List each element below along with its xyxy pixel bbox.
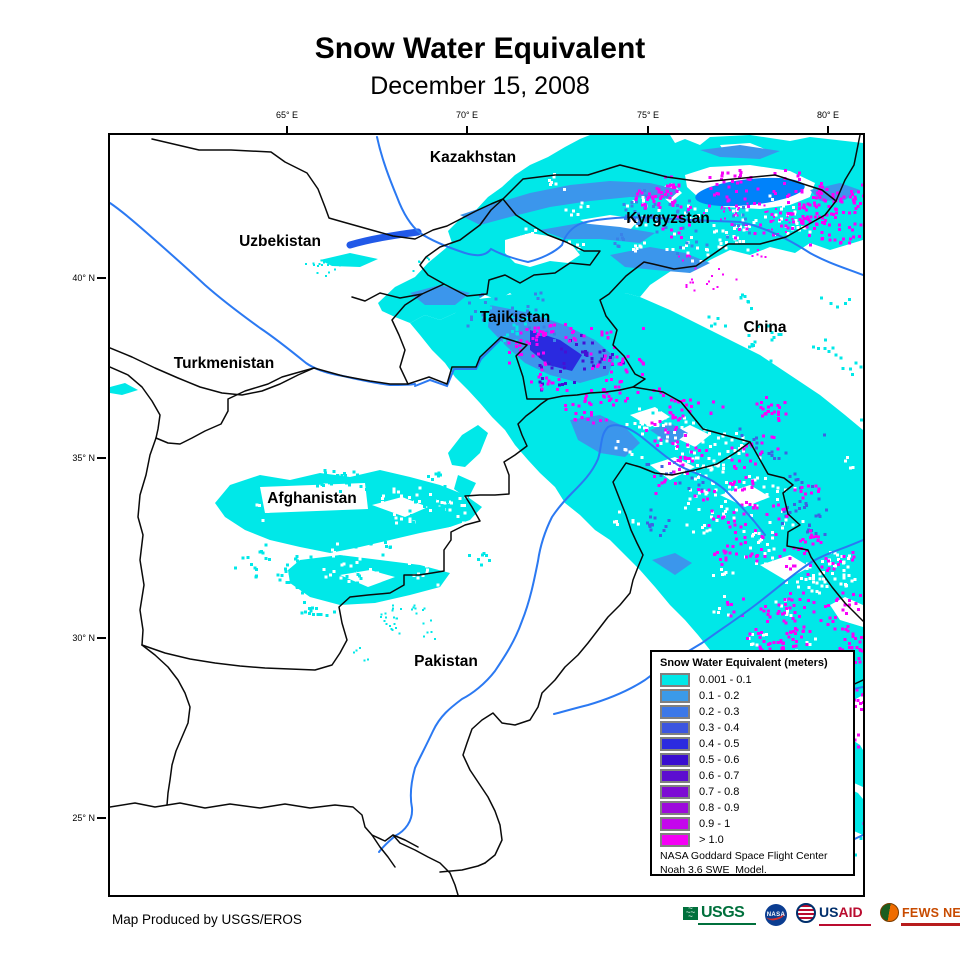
country-borders <box>110 135 863 895</box>
axis-tick <box>97 817 106 819</box>
legend-label: 0.2 - 0.3 <box>699 706 740 718</box>
country-label-kyrgyzstan: Kyrgyzstan <box>626 210 710 227</box>
river-amu-darya <box>110 202 416 387</box>
x-axis-label: 70° E <box>455 110 479 120</box>
legend-row: > 1.0 <box>660 832 845 848</box>
legend-row: 0.7 - 0.8 <box>660 784 845 800</box>
country-label-uzbekistan: Uzbekistan <box>239 233 321 250</box>
axis-tick <box>647 126 649 133</box>
x-axis-label: 65° E <box>275 110 299 120</box>
map-canvas: Kazakhstan Kyrgyzstan Uzbekistan Tajikis… <box>108 133 865 897</box>
legend-swatch <box>660 785 690 799</box>
country-label-kazakhstan: Kazakhstan <box>429 149 517 166</box>
legend-label: 0.8 - 0.9 <box>699 802 740 814</box>
legend-swatch <box>660 673 690 687</box>
axis-tick <box>97 277 106 279</box>
page-title: Snow Water Equivalent <box>314 32 646 65</box>
legend-swatch <box>660 753 690 767</box>
country-label-afghanistan: Afghanistan <box>267 490 357 507</box>
legend-label: 0.9 - 1 <box>699 818 731 830</box>
legend-row: 0.6 - 0.7 <box>660 768 845 784</box>
y-axis-label: 35° N <box>72 453 95 463</box>
usaid-tagline-bar <box>819 924 871 926</box>
legend-label: 0.1 - 0.2 <box>699 690 740 702</box>
river-indus <box>378 424 766 853</box>
legend-row: 0.2 - 0.3 <box>660 704 845 720</box>
legend-label: 0.7 - 0.8 <box>699 786 740 798</box>
y-axis-label: 25° N <box>72 813 95 823</box>
legend-label: 0.3 - 0.4 <box>699 722 740 734</box>
legend-swatch <box>660 737 690 751</box>
legend-swatch <box>660 817 690 831</box>
lake-aydar <box>346 228 422 249</box>
usaid-logo-text-us: US <box>819 904 839 920</box>
fews-net-logo-text: FEWS NET <box>902 905 960 920</box>
legend-row: 0.3 - 0.4 <box>660 720 845 736</box>
country-label-pakistan: Pakistan <box>414 653 478 670</box>
axis-tick <box>97 457 106 459</box>
legend-row: 0.5 - 0.6 <box>660 752 845 768</box>
usaid-logo-text-aid: AID <box>838 904 863 920</box>
legend-label: 0.5 - 0.6 <box>699 754 740 766</box>
agency-logos: ~~~~ USGS NASA USAID FEWS NET <box>683 903 960 926</box>
country-label-china: China <box>743 319 787 336</box>
legend-label: > 1.0 <box>699 834 724 846</box>
legend-swatch <box>660 833 690 847</box>
legend-label: 0.001 - 0.1 <box>699 674 752 686</box>
legend-label: 0.4 - 0.5 <box>699 738 740 750</box>
river-syr-darya <box>376 136 863 276</box>
country-label-tajikistan: Tajikistan <box>479 309 551 326</box>
legend-title: Snow Water Equivalent (meters) <box>660 657 828 669</box>
legend-swatch <box>660 801 690 815</box>
snow-swe-deep-layer <box>530 330 582 371</box>
usaid-seal-icon <box>796 903 816 923</box>
river-sutlej <box>553 539 863 715</box>
legend-swatch <box>660 721 690 735</box>
usgs-logo: ~ ~~ ~ USGS <box>683 904 756 925</box>
axis-tick <box>97 637 106 639</box>
legend-row: 0.4 - 0.5 <box>660 736 845 752</box>
country-label-turkmenistan: Turkmenistan <box>173 355 275 372</box>
map-legend: Snow Water Equivalent (meters) 0.001 - 0… <box>650 650 855 876</box>
fews-net-tagline-bar <box>901 923 960 926</box>
legend-row: 0.001 - 0.1 <box>660 672 845 688</box>
axis-tick <box>827 126 829 133</box>
nasa-logo-text: NASA <box>766 911 786 918</box>
legend-swatch <box>660 689 690 703</box>
x-axis-label: 80° E <box>816 110 840 120</box>
legend-source-line2: Noah 3.6 SWE Model. <box>660 864 767 876</box>
legend-label: 0.6 - 0.7 <box>699 770 740 782</box>
legend-row: 0.8 - 0.9 <box>660 800 845 816</box>
fews-net-logo: FEWS NET <box>880 903 960 926</box>
map-credit: Map Produced by USGS/EROS <box>112 912 302 927</box>
legend-row: 0.9 - 1 <box>660 816 845 832</box>
page-subtitle: December 15, 2008 <box>370 72 590 100</box>
axis-tick <box>286 126 288 133</box>
usgs-logo-text: USGS <box>701 904 745 921</box>
axis-tick <box>466 126 468 133</box>
legend-swatch <box>660 705 690 719</box>
legend-source-line1: NASA Goddard Space Flight Center <box>660 850 828 862</box>
lake-issyk-kul <box>695 177 805 207</box>
y-axis-label: 30° N <box>72 633 95 643</box>
legend-row: 0.1 - 0.2 <box>660 688 845 704</box>
fews-net-globe-icon <box>880 903 899 922</box>
usaid-logo: USAID <box>796 903 871 926</box>
x-axis-label: 75° E <box>636 110 660 120</box>
nasa-meatball-icon: NASA <box>765 903 787 926</box>
legend-rows: 0.001 - 0.1 0.1 - 0.2 0.2 - 0.3 0.3 - 0.4 0.… <box>660 672 845 848</box>
rivers <box>110 136 863 870</box>
usgs-tagline-bar <box>698 923 756 925</box>
usgs-wave-icon: ~ ~~ ~ <box>683 906 698 920</box>
y-axis-label: 40° N <box>72 273 95 283</box>
nasa-logo: NASA <box>765 903 787 926</box>
legend-swatch <box>660 769 690 783</box>
river-panj <box>414 338 502 388</box>
